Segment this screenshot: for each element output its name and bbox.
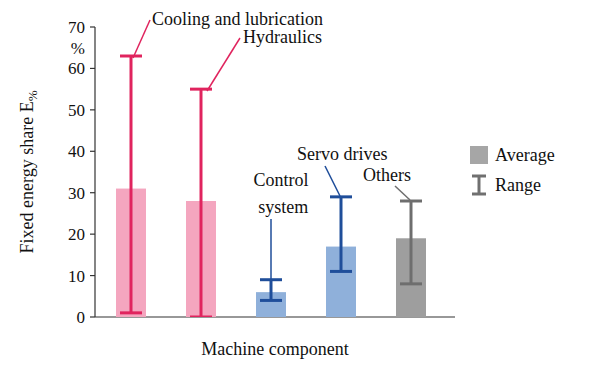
range-bar	[400, 201, 422, 284]
y-tick	[90, 316, 95, 317]
y-tick-label: 0	[77, 308, 86, 327]
category-label: Hydraulics	[243, 27, 322, 47]
legend-swatch	[472, 193, 486, 196]
range-cap-high	[400, 200, 422, 203]
legend-label: Range	[495, 175, 541, 195]
legend-label: Average	[495, 145, 555, 165]
range-cap-low	[400, 282, 422, 285]
legend-swatch	[472, 175, 486, 178]
y-tick	[90, 26, 95, 27]
y-tick-label: 20	[68, 225, 85, 244]
chart: 0 10 20 30 40 50 60 70% Fixed energy share E% Mac…	[0, 0, 592, 367]
y-tick	[90, 275, 95, 276]
category-label: Servo drives	[297, 144, 387, 164]
y-tick-label: 10	[68, 267, 85, 286]
y-tick-label: 70	[68, 18, 85, 37]
callout-line	[207, 38, 240, 91]
range-cap-low	[260, 299, 282, 302]
y-tick	[90, 109, 95, 110]
y-axis	[94, 27, 95, 317]
range-cap-low	[120, 311, 142, 314]
range-line	[130, 56, 133, 313]
y-tick	[90, 192, 95, 193]
callout-line	[133, 20, 150, 58]
y-tick	[90, 151, 95, 152]
y-tick-label: 60	[68, 59, 85, 78]
range-line	[340, 197, 343, 272]
range-cap-high	[120, 55, 142, 58]
legend-swatch	[470, 146, 488, 164]
range-line	[410, 201, 413, 284]
category-label: Control system	[253, 170, 308, 217]
range-cap-low	[190, 316, 212, 318]
y-tick	[90, 234, 95, 235]
callout-line	[325, 166, 340, 196]
y-tick-label: 30	[68, 184, 85, 203]
callout-line	[270, 219, 272, 280]
y-label: Fixed energy share E%	[17, 90, 40, 253]
category-label: Cooling and lubrication	[152, 9, 323, 29]
category-label: Others	[363, 165, 411, 185]
range-bar	[260, 280, 282, 301]
plot-area	[116, 56, 426, 317]
y-tick-label: 40	[68, 142, 85, 161]
range-bar	[330, 197, 352, 272]
range-bar	[120, 56, 142, 313]
y-tick	[90, 68, 95, 69]
x-label: Machine component	[201, 339, 348, 359]
y-tick-label: 50	[68, 101, 85, 120]
range-cap-low	[330, 270, 352, 273]
range-line	[200, 89, 203, 317]
callout-line	[395, 186, 410, 200]
range-bar	[190, 89, 212, 317]
legend-swatch	[478, 176, 481, 194]
y-unit: %	[71, 39, 85, 58]
range-cap-high	[330, 195, 352, 198]
range-line	[270, 280, 273, 301]
